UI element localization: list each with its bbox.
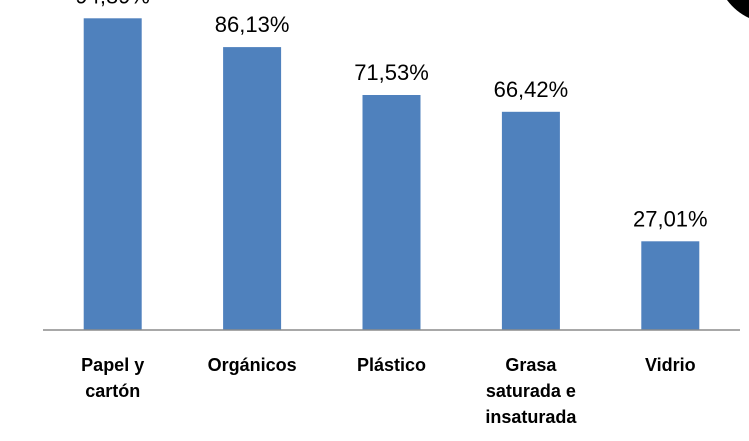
category-label-0: Papel y cartón	[81, 355, 144, 401]
value-label-3: 66,42%	[494, 77, 569, 102]
bar-4	[641, 241, 700, 330]
category-label-1: Orgánicos	[208, 355, 297, 375]
category-label-line: insaturada	[485, 407, 577, 427]
category-label-line: Plástico	[357, 355, 426, 375]
value-labels-layer: 94,89% 86,13% 71,53% 66,42% 27,01%	[75, 0, 707, 231]
category-label-line: Grasa	[505, 355, 557, 375]
category-label-4: Vidrio	[645, 355, 696, 375]
value-label-1: 86,13%	[215, 12, 290, 37]
category-label-2: Plástico	[357, 355, 426, 375]
value-label-4: 27,01%	[633, 206, 708, 231]
corner-mark	[727, 0, 749, 18]
bar-0	[83, 18, 142, 331]
category-label-line: Vidrio	[645, 355, 696, 375]
bars-layer	[83, 18, 700, 331]
category-labels-layer: Papel y cartón Orgánicos Plástico Grasa satur…	[81, 355, 695, 427]
category-label-line: cartón	[85, 381, 140, 401]
value-label-2: 71,53%	[354, 60, 429, 85]
bar-3	[501, 111, 560, 330]
category-label-line: Orgánicos	[208, 355, 297, 375]
category-label-line: Papel y	[81, 355, 144, 375]
category-label-3: Grasa saturada e insaturada	[485, 355, 577, 427]
bar-1	[223, 47, 282, 330]
category-label-line: saturada e	[486, 381, 576, 401]
bar-2	[362, 95, 421, 330]
value-label-0: 94,89%	[75, 0, 150, 8]
